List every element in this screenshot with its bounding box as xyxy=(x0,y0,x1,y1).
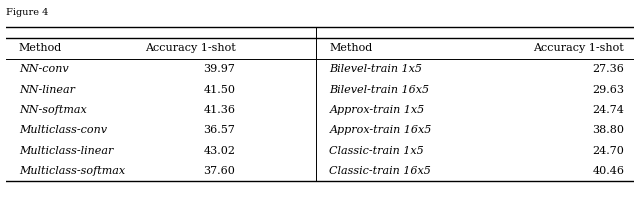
Text: Method: Method xyxy=(19,43,62,53)
Text: 38.80: 38.80 xyxy=(592,125,624,135)
Text: Classic-train 1x5: Classic-train 1x5 xyxy=(330,146,424,156)
Text: 24.70: 24.70 xyxy=(592,146,624,156)
Text: Accuracy 1-shot: Accuracy 1-shot xyxy=(534,43,624,53)
Text: 41.36: 41.36 xyxy=(204,105,236,115)
Text: Multiclass-conv: Multiclass-conv xyxy=(19,125,107,135)
Text: Method: Method xyxy=(330,43,372,53)
Text: Approx-train 1x5: Approx-train 1x5 xyxy=(330,105,425,115)
Text: NN-softmax: NN-softmax xyxy=(19,105,86,115)
Text: Bilevel-train 16x5: Bilevel-train 16x5 xyxy=(330,85,429,95)
Text: 40.46: 40.46 xyxy=(592,166,624,176)
Text: Multiclass-softmax: Multiclass-softmax xyxy=(19,166,125,176)
Text: NN-linear: NN-linear xyxy=(19,85,75,95)
Text: 36.57: 36.57 xyxy=(204,125,236,135)
Text: Figure 4: Figure 4 xyxy=(6,8,49,17)
Text: 37.60: 37.60 xyxy=(204,166,236,176)
Text: 29.63: 29.63 xyxy=(592,85,624,95)
Text: 27.36: 27.36 xyxy=(592,64,624,74)
Text: Multiclass-linear: Multiclass-linear xyxy=(19,146,113,156)
Text: Approx-train 16x5: Approx-train 16x5 xyxy=(330,125,432,135)
Text: Accuracy 1-shot: Accuracy 1-shot xyxy=(145,43,236,53)
Text: 43.02: 43.02 xyxy=(204,146,236,156)
Text: 41.50: 41.50 xyxy=(204,85,236,95)
Text: 24.74: 24.74 xyxy=(592,105,624,115)
Text: Classic-train 16x5: Classic-train 16x5 xyxy=(330,166,431,176)
Text: Bilevel-train 1x5: Bilevel-train 1x5 xyxy=(330,64,422,74)
Text: NN-conv: NN-conv xyxy=(19,64,68,74)
Text: 39.97: 39.97 xyxy=(204,64,236,74)
